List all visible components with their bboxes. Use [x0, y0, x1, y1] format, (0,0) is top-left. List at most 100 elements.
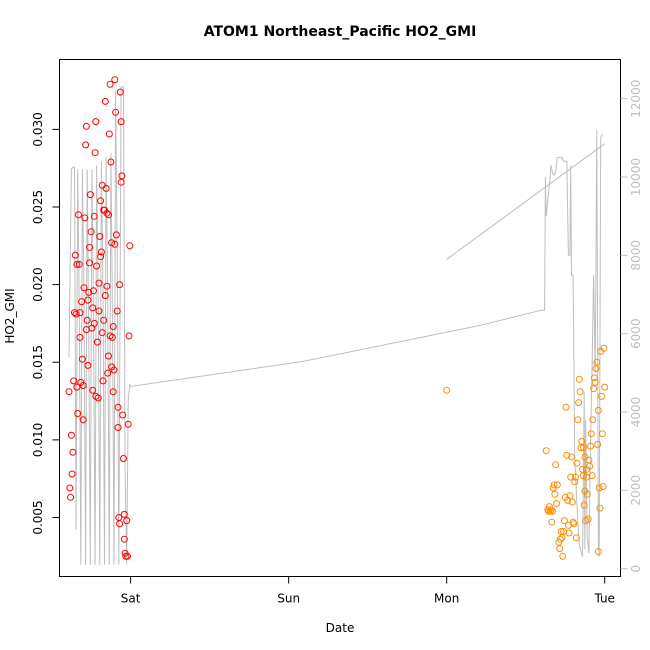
- data-point-series-1: [85, 288, 93, 296]
- data-point-series-2: [542, 447, 550, 455]
- data-point-series-2: [552, 461, 560, 469]
- data-point-series-1: [69, 448, 77, 456]
- y2-tick-label: 0: [629, 565, 643, 573]
- y-tick-label: 0.005: [31, 500, 45, 534]
- data-point-series-2: [598, 430, 606, 438]
- data-point-series-1: [73, 383, 81, 391]
- y2-tick-label: 10000: [629, 158, 643, 196]
- data-point-series-1: [124, 420, 132, 428]
- data-point-series-1: [82, 141, 90, 149]
- data-point-series-1: [120, 535, 128, 543]
- data-point-series-1: [116, 281, 124, 289]
- data-point-series-2: [588, 472, 596, 480]
- data-point-series-1: [100, 206, 108, 214]
- data-point-series-2: [551, 490, 559, 498]
- data-point-series-2: [590, 374, 598, 382]
- data-point-series-1: [106, 332, 114, 340]
- data-point-series-2: [575, 375, 583, 383]
- data-point-series-1: [114, 424, 122, 431]
- data-point-series-2: [594, 548, 602, 556]
- data-point-series-1: [109, 323, 117, 330]
- chart-title: ATOM1 Northeast_Pacific HO2_GMI: [204, 24, 477, 40]
- data-point-series-1: [116, 88, 124, 96]
- data-point-series-1: [83, 316, 91, 324]
- data-point-series-2: [591, 378, 599, 386]
- data-point-series-1: [116, 520, 124, 528]
- data-point-series-2: [587, 442, 594, 450]
- data-point-series-2: [553, 500, 560, 507]
- data-point-series-1: [84, 361, 92, 369]
- data-point-series-2: [599, 483, 607, 490]
- data-point-series-1: [126, 242, 134, 250]
- data-point-series-2: [594, 406, 602, 414]
- data-point-series-1: [76, 333, 84, 341]
- data-point-series-2: [600, 344, 608, 352]
- data-point-series-1: [106, 80, 114, 88]
- data-point-series-2: [572, 473, 579, 481]
- data-point-series-2: [585, 456, 593, 464]
- data-point-series-1: [86, 259, 93, 267]
- data-point-series-1: [97, 197, 105, 205]
- data-point-series-1: [97, 253, 105, 261]
- data-point-series-1: [101, 97, 109, 105]
- x-tick-label: Mon: [434, 592, 459, 606]
- y2-tick-label: 8000: [629, 240, 643, 271]
- data-point-series-2: [573, 459, 581, 467]
- data-point-series-1: [89, 386, 97, 394]
- data-point-series-1: [89, 304, 97, 312]
- data-point-series-1: [104, 369, 112, 377]
- data-point-series-1: [93, 262, 101, 270]
- data-point-series-1: [105, 211, 112, 219]
- data-point-series-1: [111, 76, 119, 84]
- data-point-series-1: [98, 181, 106, 189]
- x-tick-label: Tue: [593, 592, 615, 606]
- data-point-series-1: [72, 310, 80, 318]
- data-point-series-1: [82, 122, 90, 130]
- y-tick-label: 0.030: [31, 112, 45, 146]
- data-point-series-2: [589, 416, 597, 424]
- y2-axis: 0 2000 4000 6000 8000 10000 12000: [620, 80, 643, 573]
- data-point-series-1: [92, 392, 100, 400]
- data-point-series-2: [596, 504, 604, 512]
- data-point-series-1: [75, 260, 83, 268]
- data-point-series-2: [558, 534, 566, 542]
- y2-tick-label: 6000: [629, 318, 643, 349]
- data-point-series-2: [574, 416, 582, 424]
- data-point-series-2: [584, 515, 592, 523]
- data-point-series-2: [590, 385, 598, 393]
- data-point-series-2: [560, 517, 568, 525]
- x-axis: Sat Sun Mon Tue: [121, 576, 615, 606]
- data-point-series-1: [67, 493, 75, 501]
- data-point-series-1: [79, 382, 87, 389]
- data-point-series-1: [101, 292, 109, 299]
- y-tick-label: 0.020: [31, 267, 45, 301]
- data-point-series-2: [583, 465, 590, 473]
- data-point-series-1: [97, 248, 105, 256]
- x-tick-label: Sat: [121, 592, 141, 606]
- altitude-lines: [68, 86, 605, 565]
- data-point-series-1: [98, 329, 106, 337]
- data-point-series-1: [87, 228, 95, 236]
- data-point-series-1: [105, 352, 112, 360]
- data-point-series-1: [96, 233, 104, 240]
- data-point-series-1: [113, 307, 121, 315]
- data-point-series-1: [81, 214, 89, 222]
- data-point-series-1: [91, 149, 99, 157]
- data-point-series-2: [566, 492, 574, 500]
- data-point-series-2: [443, 386, 451, 394]
- data-points: [65, 76, 609, 560]
- data-point-series-2: [568, 498, 576, 506]
- data-point-series-1: [105, 130, 113, 138]
- data-point-series-1: [90, 319, 98, 327]
- altitude-trend-line: [446, 143, 605, 260]
- data-point-series-2: [587, 430, 595, 438]
- data-point-series-1: [80, 284, 88, 292]
- data-point-series-1: [124, 552, 131, 560]
- data-point-series-2: [580, 501, 588, 509]
- data-point-series-1: [82, 326, 90, 334]
- data-point-series-2: [594, 441, 602, 448]
- data-point-series-1: [125, 332, 133, 340]
- data-point-series-2: [593, 358, 601, 366]
- data-point-series-1: [84, 296, 92, 304]
